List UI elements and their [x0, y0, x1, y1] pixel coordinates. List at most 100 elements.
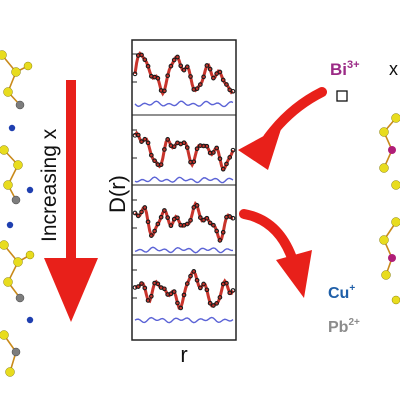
data-point	[142, 136, 148, 142]
data-point	[188, 74, 193, 79]
data-point	[184, 145, 190, 150]
data-point	[184, 221, 190, 227]
data-point	[230, 288, 236, 293]
residual-curve	[134, 100, 234, 108]
data-point	[165, 215, 171, 221]
right-crystal-structure	[379, 113, 400, 305]
data-point	[165, 137, 171, 142]
data-point	[194, 277, 200, 283]
legend-bi3: Bi3+	[330, 59, 360, 79]
svg-text:Pb2+: Pb2+	[328, 317, 360, 336]
data-point	[201, 281, 206, 287]
cu-base: Cu	[328, 285, 349, 302]
data-point	[162, 88, 167, 94]
stacked-pdf-plot	[131, 39, 237, 341]
data-point	[204, 215, 210, 221]
pb-base: Pb	[328, 319, 349, 336]
plot-panels	[132, 51, 236, 324]
data-point	[217, 295, 223, 300]
curved-arrow-down	[239, 209, 312, 298]
data-point	[145, 219, 151, 225]
data-point	[211, 303, 216, 308]
data-point	[181, 292, 187, 298]
data-point	[204, 143, 210, 149]
cu-sup: +	[349, 283, 355, 294]
data-point	[132, 210, 138, 216]
fit-curve	[134, 269, 235, 310]
data-point	[230, 88, 236, 94]
residual-curve	[134, 176, 234, 184]
data-point	[197, 215, 203, 220]
data-point	[194, 203, 200, 208]
data-point	[162, 208, 167, 213]
data-point	[188, 273, 193, 279]
data-point	[168, 291, 174, 297]
data-point	[227, 155, 233, 160]
data-point	[135, 132, 141, 138]
data-point	[230, 147, 236, 153]
data-point	[224, 280, 229, 286]
data-point	[211, 150, 216, 155]
data-point	[152, 158, 157, 164]
data-point	[139, 209, 144, 215]
data-point	[155, 221, 161, 227]
data-point	[197, 285, 203, 291]
data-point	[145, 63, 151, 69]
legend-pb: Pb2+	[328, 317, 360, 336]
y-axis-label: D(r)	[105, 175, 130, 213]
data-point	[188, 217, 193, 223]
data-point	[142, 285, 148, 291]
increasing-x-label: Increasing x	[38, 128, 61, 242]
data-point	[175, 215, 180, 221]
data-point	[142, 205, 148, 210]
data-point	[217, 238, 223, 243]
data-point	[184, 64, 190, 70]
data-point	[168, 63, 174, 69]
pb-sup: 2+	[348, 317, 360, 328]
data-point	[155, 281, 161, 287]
data-point	[162, 147, 167, 152]
data-point	[201, 217, 206, 223]
data-point	[171, 57, 177, 63]
data-point	[194, 146, 200, 152]
data-point	[214, 228, 220, 234]
data-point	[135, 213, 141, 219]
data-point	[178, 63, 184, 69]
data-point	[181, 67, 187, 73]
data-point	[214, 145, 220, 151]
data-point	[162, 286, 167, 292]
fit-curve	[133, 51, 234, 97]
residual-curve	[134, 316, 234, 324]
fit-curve	[134, 201, 234, 243]
data-point	[224, 82, 229, 87]
data-point	[135, 284, 141, 289]
data-point	[191, 159, 197, 165]
bi-sup: 3+	[347, 59, 360, 71]
data-point	[220, 229, 226, 235]
data-point	[220, 77, 226, 83]
data-point	[207, 66, 213, 72]
bi-base: Bi	[330, 60, 347, 79]
data-point	[178, 305, 184, 311]
data-point	[197, 82, 203, 87]
left-crystal-structure	[0, 50, 35, 377]
data-point	[211, 222, 216, 228]
data-point	[214, 301, 220, 306]
data-point	[211, 75, 216, 81]
data-point	[148, 293, 154, 299]
svg-text:Bi3+: Bi3+	[330, 59, 360, 79]
data-point	[201, 74, 206, 80]
legend-x: x	[389, 59, 398, 79]
data-point	[204, 287, 210, 293]
data-point	[217, 69, 223, 75]
x-axis-label: r	[180, 342, 187, 367]
data-point	[132, 71, 138, 77]
residual-curve	[134, 246, 234, 254]
data-point	[165, 73, 171, 79]
legend-cu: Cu+	[328, 283, 355, 302]
data-point	[168, 223, 174, 229]
data-point	[142, 57, 148, 63]
data-point	[139, 52, 144, 58]
plot-frame	[131, 39, 237, 341]
